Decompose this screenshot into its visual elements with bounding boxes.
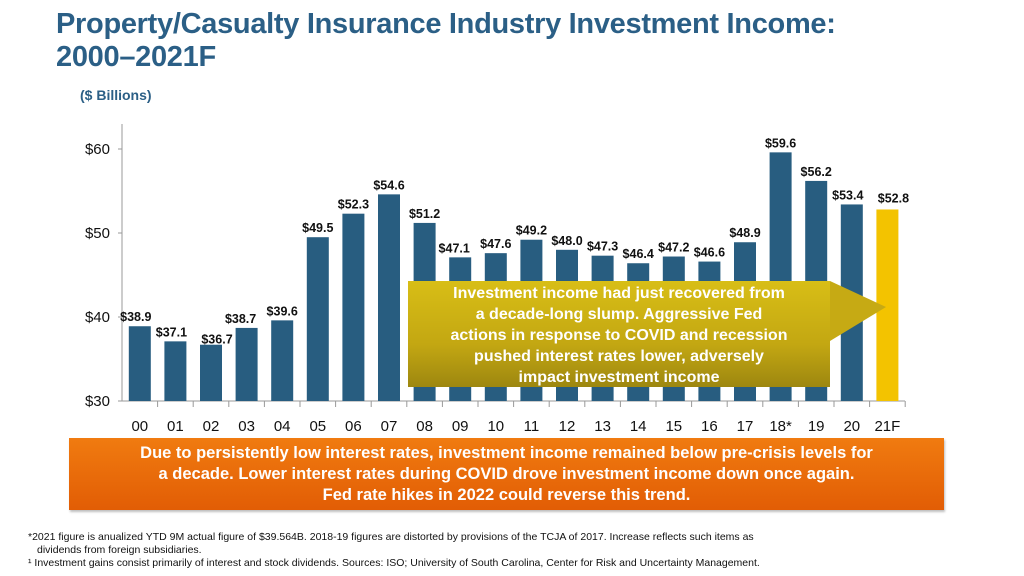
chart-title: Property/Casualty Insurance Industry Inv… <box>56 8 836 74</box>
data-label: $47.3 <box>587 240 618 254</box>
bar <box>128 326 151 401</box>
footnotes: *2021 figure is anualized YTD 9M actual … <box>28 531 988 570</box>
bar <box>271 320 294 401</box>
x-tick-label: 08 <box>416 418 433 435</box>
x-tick-label: 17 <box>737 418 754 435</box>
data-label: $38.7 <box>225 312 256 326</box>
data-label: $37.1 <box>156 325 187 339</box>
x-tick-label: 00 <box>131 418 148 435</box>
bar <box>164 341 187 401</box>
x-tick-label: 07 <box>381 418 398 435</box>
callout-line: actions in response to COVID and recessi… <box>450 327 788 344</box>
x-tick-label: 19 <box>808 418 825 435</box>
callout-line: impact investment income <box>518 369 720 386</box>
title-line-2: 2000–2021F <box>56 41 216 73</box>
y-tick-label: $60 <box>85 141 110 158</box>
data-label: $47.2 <box>658 241 689 255</box>
callout-arrow-pointer <box>830 281 886 341</box>
footnote-asterisk-continued: dividends from foreign subsidiaries. <box>37 544 202 556</box>
data-label: $49.5 <box>302 221 333 235</box>
x-tick-label: 03 <box>238 418 255 435</box>
data-label: $46.4 <box>623 247 654 261</box>
x-tick-label: 18* <box>769 418 792 435</box>
bar <box>378 194 400 401</box>
data-label: $39.6 <box>267 304 298 318</box>
data-label: $47.1 <box>439 241 470 255</box>
x-tick-label: 04 <box>274 418 291 435</box>
x-tick-label: 02 <box>203 418 220 435</box>
banner-line: Due to persistently low interest rates, … <box>140 444 873 462</box>
callout-line: pushed interest rates lower, adversely <box>474 348 764 365</box>
data-label: $59.6 <box>765 136 796 150</box>
callout-line: Investment income had just recovered fro… <box>453 285 785 302</box>
data-label: $54.6 <box>373 178 404 192</box>
x-tick-label: 01 <box>167 418 184 435</box>
bar <box>235 327 258 401</box>
x-tick-label: 13 <box>594 418 611 435</box>
footnote-sources: ¹ Investment gains consist primarily of … <box>28 557 760 569</box>
x-tick-label: 06 <box>345 418 362 435</box>
summary-banner: Due to persistently low interest rates, … <box>69 438 944 510</box>
x-tick-label: 12 <box>559 418 576 435</box>
bar <box>200 344 222 401</box>
data-label: $52.3 <box>338 198 369 212</box>
data-label: $36.7 <box>201 333 232 347</box>
data-label: $48.0 <box>551 234 582 248</box>
x-tick-label: 10 <box>487 418 504 435</box>
bar <box>342 213 365 401</box>
x-tick-label: 11 <box>524 418 540 435</box>
x-tick-label: 21F <box>874 418 900 435</box>
x-tick-label: 16 <box>701 418 718 435</box>
data-label: $47.6 <box>480 237 511 251</box>
x-tick-label: 09 <box>452 418 469 435</box>
bar <box>876 209 899 401</box>
chart-subtitle: ($ Billions) <box>80 87 152 103</box>
footnote-asterisk: *2021 figure is anualized YTD 9M actual … <box>28 531 754 543</box>
callout-box: Investment income had just recovered fro… <box>408 281 830 387</box>
data-label: $38.9 <box>120 310 151 324</box>
y-tick-label: $30 <box>85 393 110 410</box>
data-label: $48.9 <box>729 226 760 240</box>
data-label: $53.4 <box>832 188 863 202</box>
data-label: $56.2 <box>801 165 832 179</box>
data-label: $46.6 <box>694 246 725 260</box>
bar <box>306 237 329 401</box>
callout-line: a decade-long slump. Aggressive Fed <box>475 306 763 323</box>
data-label: $51.2 <box>409 207 440 221</box>
banner-line: a decade. Lower interest rates during CO… <box>158 465 855 483</box>
data-label: $49.2 <box>516 224 547 238</box>
y-tick-label: $50 <box>85 225 110 242</box>
x-tick-label: 14 <box>630 418 647 435</box>
x-tick-label: 15 <box>665 418 682 435</box>
data-label: $52.8 <box>878 191 909 205</box>
plot-area: $30 $40 $50 $60 $38.9 00 $37.1 01 $36.7 02 $38.7 03… <box>85 124 909 435</box>
x-tick-label: 05 <box>309 418 326 435</box>
x-tick-label: 20 <box>843 418 860 435</box>
title-line-1: Property/Casualty Insurance Industry Inv… <box>56 8 836 40</box>
banner-line: Fed rate hikes in 2022 could reverse thi… <box>322 486 691 504</box>
y-tick-label: $40 <box>85 309 110 326</box>
